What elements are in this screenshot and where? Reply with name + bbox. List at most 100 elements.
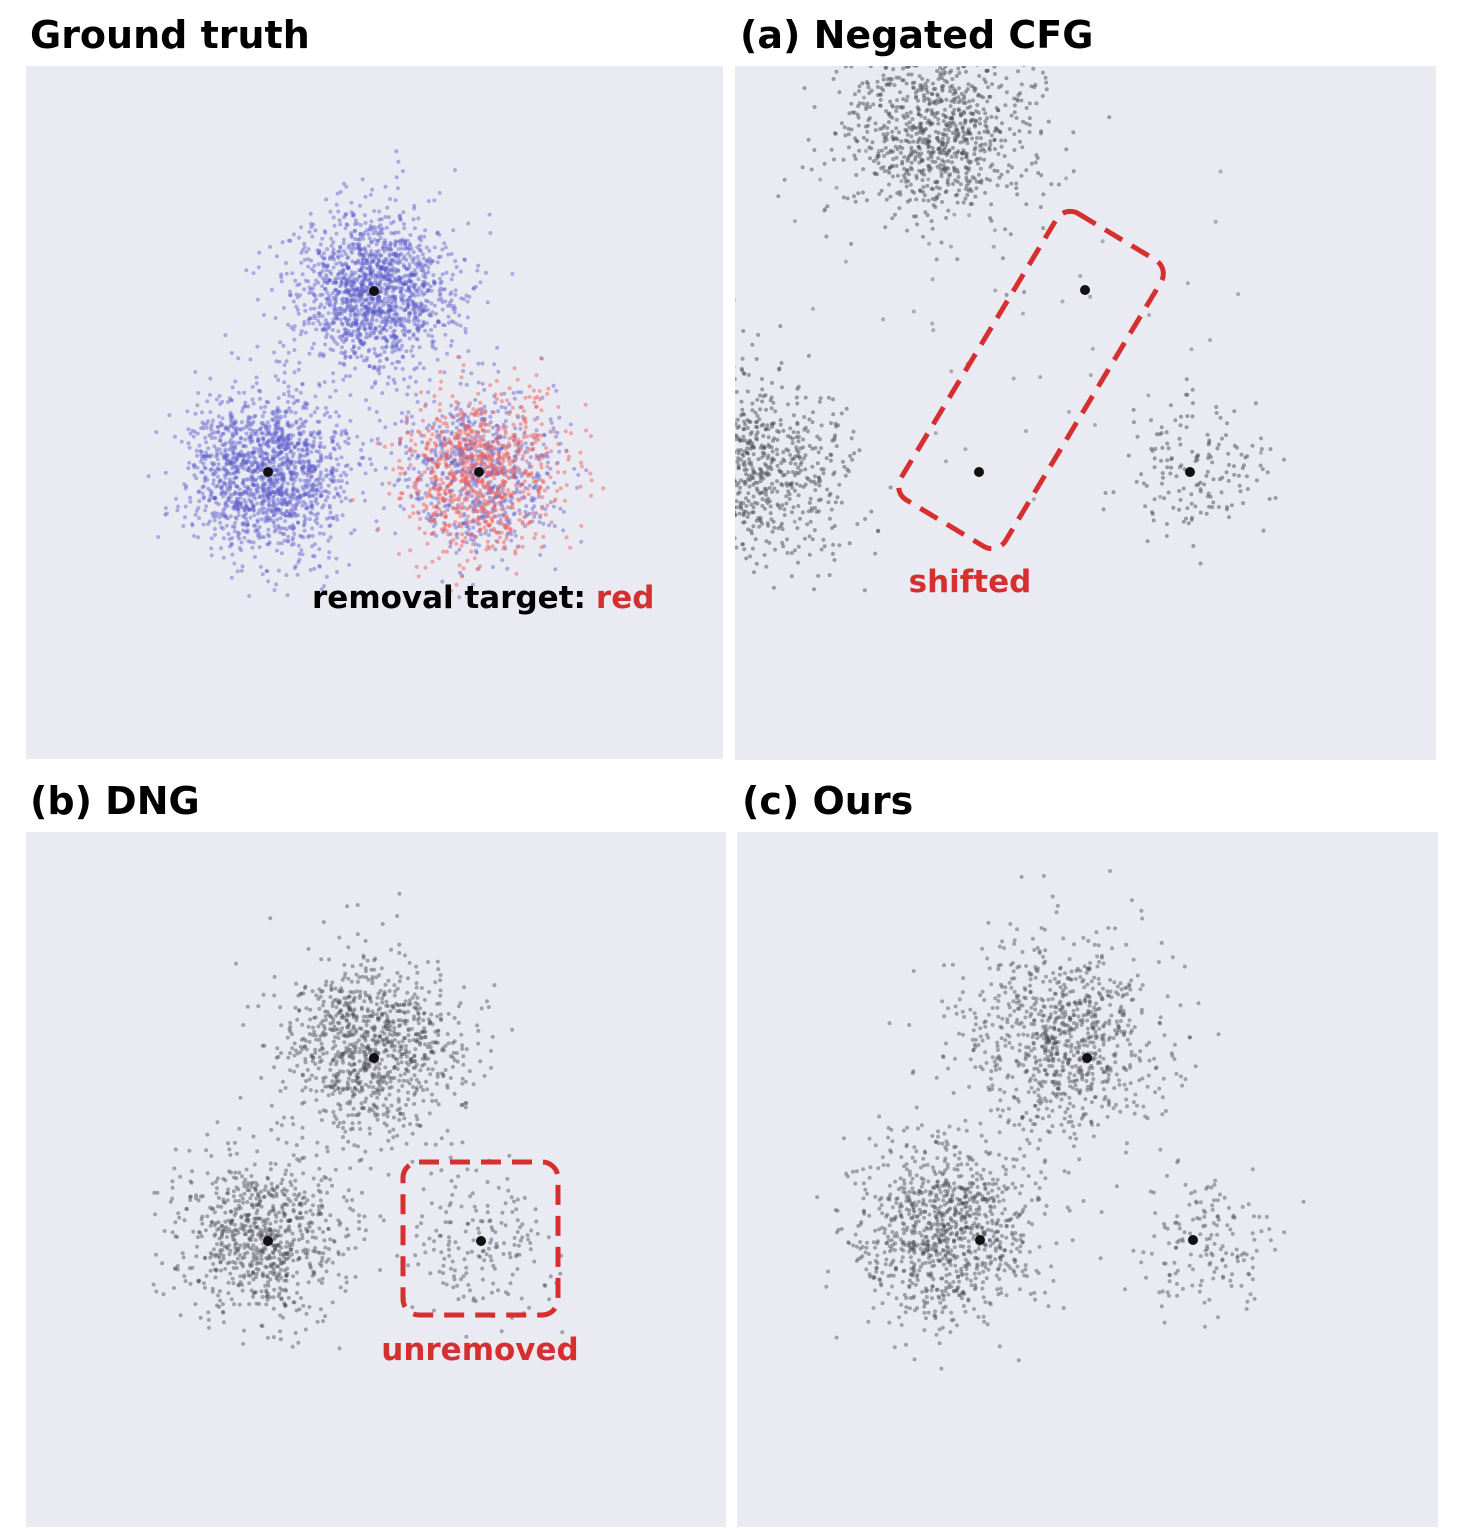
sample-point <box>248 435 253 439</box>
sample-point <box>228 461 233 466</box>
sample-point <box>325 297 330 302</box>
sample-point <box>256 490 260 495</box>
sample-point <box>332 307 337 312</box>
sample-point <box>318 271 323 276</box>
sample-point <box>531 511 536 516</box>
sample-point <box>370 318 374 323</box>
sample-point <box>237 427 242 432</box>
sample-point <box>552 429 557 434</box>
sample-point <box>238 500 243 505</box>
sample-point <box>454 532 459 537</box>
sample-point <box>299 465 304 470</box>
sample-point <box>223 454 228 459</box>
sample-point <box>346 265 351 270</box>
sample-point <box>404 329 409 334</box>
sample-point <box>377 295 382 300</box>
sample-point <box>268 477 273 482</box>
sample-point <box>245 522 250 527</box>
sample-point <box>210 461 214 465</box>
sample-point <box>308 211 313 216</box>
sample-point <box>361 255 366 260</box>
sample-point <box>285 409 290 414</box>
sample-point <box>315 501 320 506</box>
sample-point <box>503 498 508 502</box>
sample-point <box>366 266 371 271</box>
sample-point <box>521 494 526 499</box>
sample-point <box>294 475 299 480</box>
sample-point <box>264 399 269 404</box>
sample-point <box>529 433 534 438</box>
sample-point <box>242 535 247 540</box>
sample-point <box>467 527 471 532</box>
sample-point <box>352 311 357 316</box>
sample-point <box>218 420 223 425</box>
sample-point <box>272 450 277 455</box>
sample-point <box>371 296 376 301</box>
sample-point <box>342 181 346 186</box>
sample-point <box>410 273 415 278</box>
sample-point <box>378 227 383 232</box>
sample-point <box>223 501 228 506</box>
sample-point <box>251 503 256 508</box>
sample-point <box>399 306 404 310</box>
sample-point <box>289 462 294 467</box>
sample-point <box>463 486 468 491</box>
sample-point <box>282 500 287 505</box>
sample-point <box>367 277 372 282</box>
sample-point <box>343 354 348 359</box>
sample-point <box>245 528 250 533</box>
sample-point <box>886 120 891 125</box>
sample-point <box>540 506 545 511</box>
sample-point <box>342 249 346 253</box>
sample-point <box>258 454 263 459</box>
sample-point <box>505 533 509 538</box>
panel-background <box>26 66 723 759</box>
sample-point <box>458 450 463 455</box>
sample-point <box>334 316 339 321</box>
sample-point <box>235 464 240 469</box>
sample-point <box>438 281 443 286</box>
sample-point <box>393 285 398 290</box>
sample-point <box>351 350 356 355</box>
sample-point <box>276 472 281 477</box>
sample-point <box>458 432 463 437</box>
sample-point <box>441 287 446 292</box>
sample-point <box>412 293 417 298</box>
sample-point <box>344 330 349 335</box>
sample-point <box>363 471 368 476</box>
sample-point <box>288 469 293 474</box>
sample-point <box>266 496 271 501</box>
sample-point <box>534 373 539 378</box>
sample-point <box>391 467 396 472</box>
sample-point <box>348 304 353 309</box>
sample-point <box>290 271 295 276</box>
sample-point <box>494 468 498 473</box>
sample-point <box>255 518 260 523</box>
sample-point <box>260 482 265 487</box>
sample-point <box>228 410 233 415</box>
sample-point <box>479 456 484 461</box>
sample-point <box>361 322 366 327</box>
sample-point <box>195 403 200 408</box>
sample-point <box>539 545 544 550</box>
sample-point <box>238 440 243 445</box>
sample-point <box>466 419 471 424</box>
sample-point <box>192 473 197 478</box>
sample-point <box>386 294 391 299</box>
sample-point <box>403 319 408 323</box>
sample-point <box>330 469 335 474</box>
sample-point <box>348 354 353 359</box>
sample-point <box>237 451 242 456</box>
sample-point <box>344 211 349 216</box>
sample-point <box>312 435 317 440</box>
sample-point <box>284 509 289 514</box>
sample-point <box>494 379 499 383</box>
sample-point <box>379 217 384 222</box>
sample-point <box>208 376 213 381</box>
sample-point <box>197 489 202 494</box>
sample-point <box>435 231 440 236</box>
sample-point <box>262 410 267 415</box>
sample-point <box>203 457 208 462</box>
sample-point <box>277 436 282 441</box>
sample-point <box>440 300 445 305</box>
